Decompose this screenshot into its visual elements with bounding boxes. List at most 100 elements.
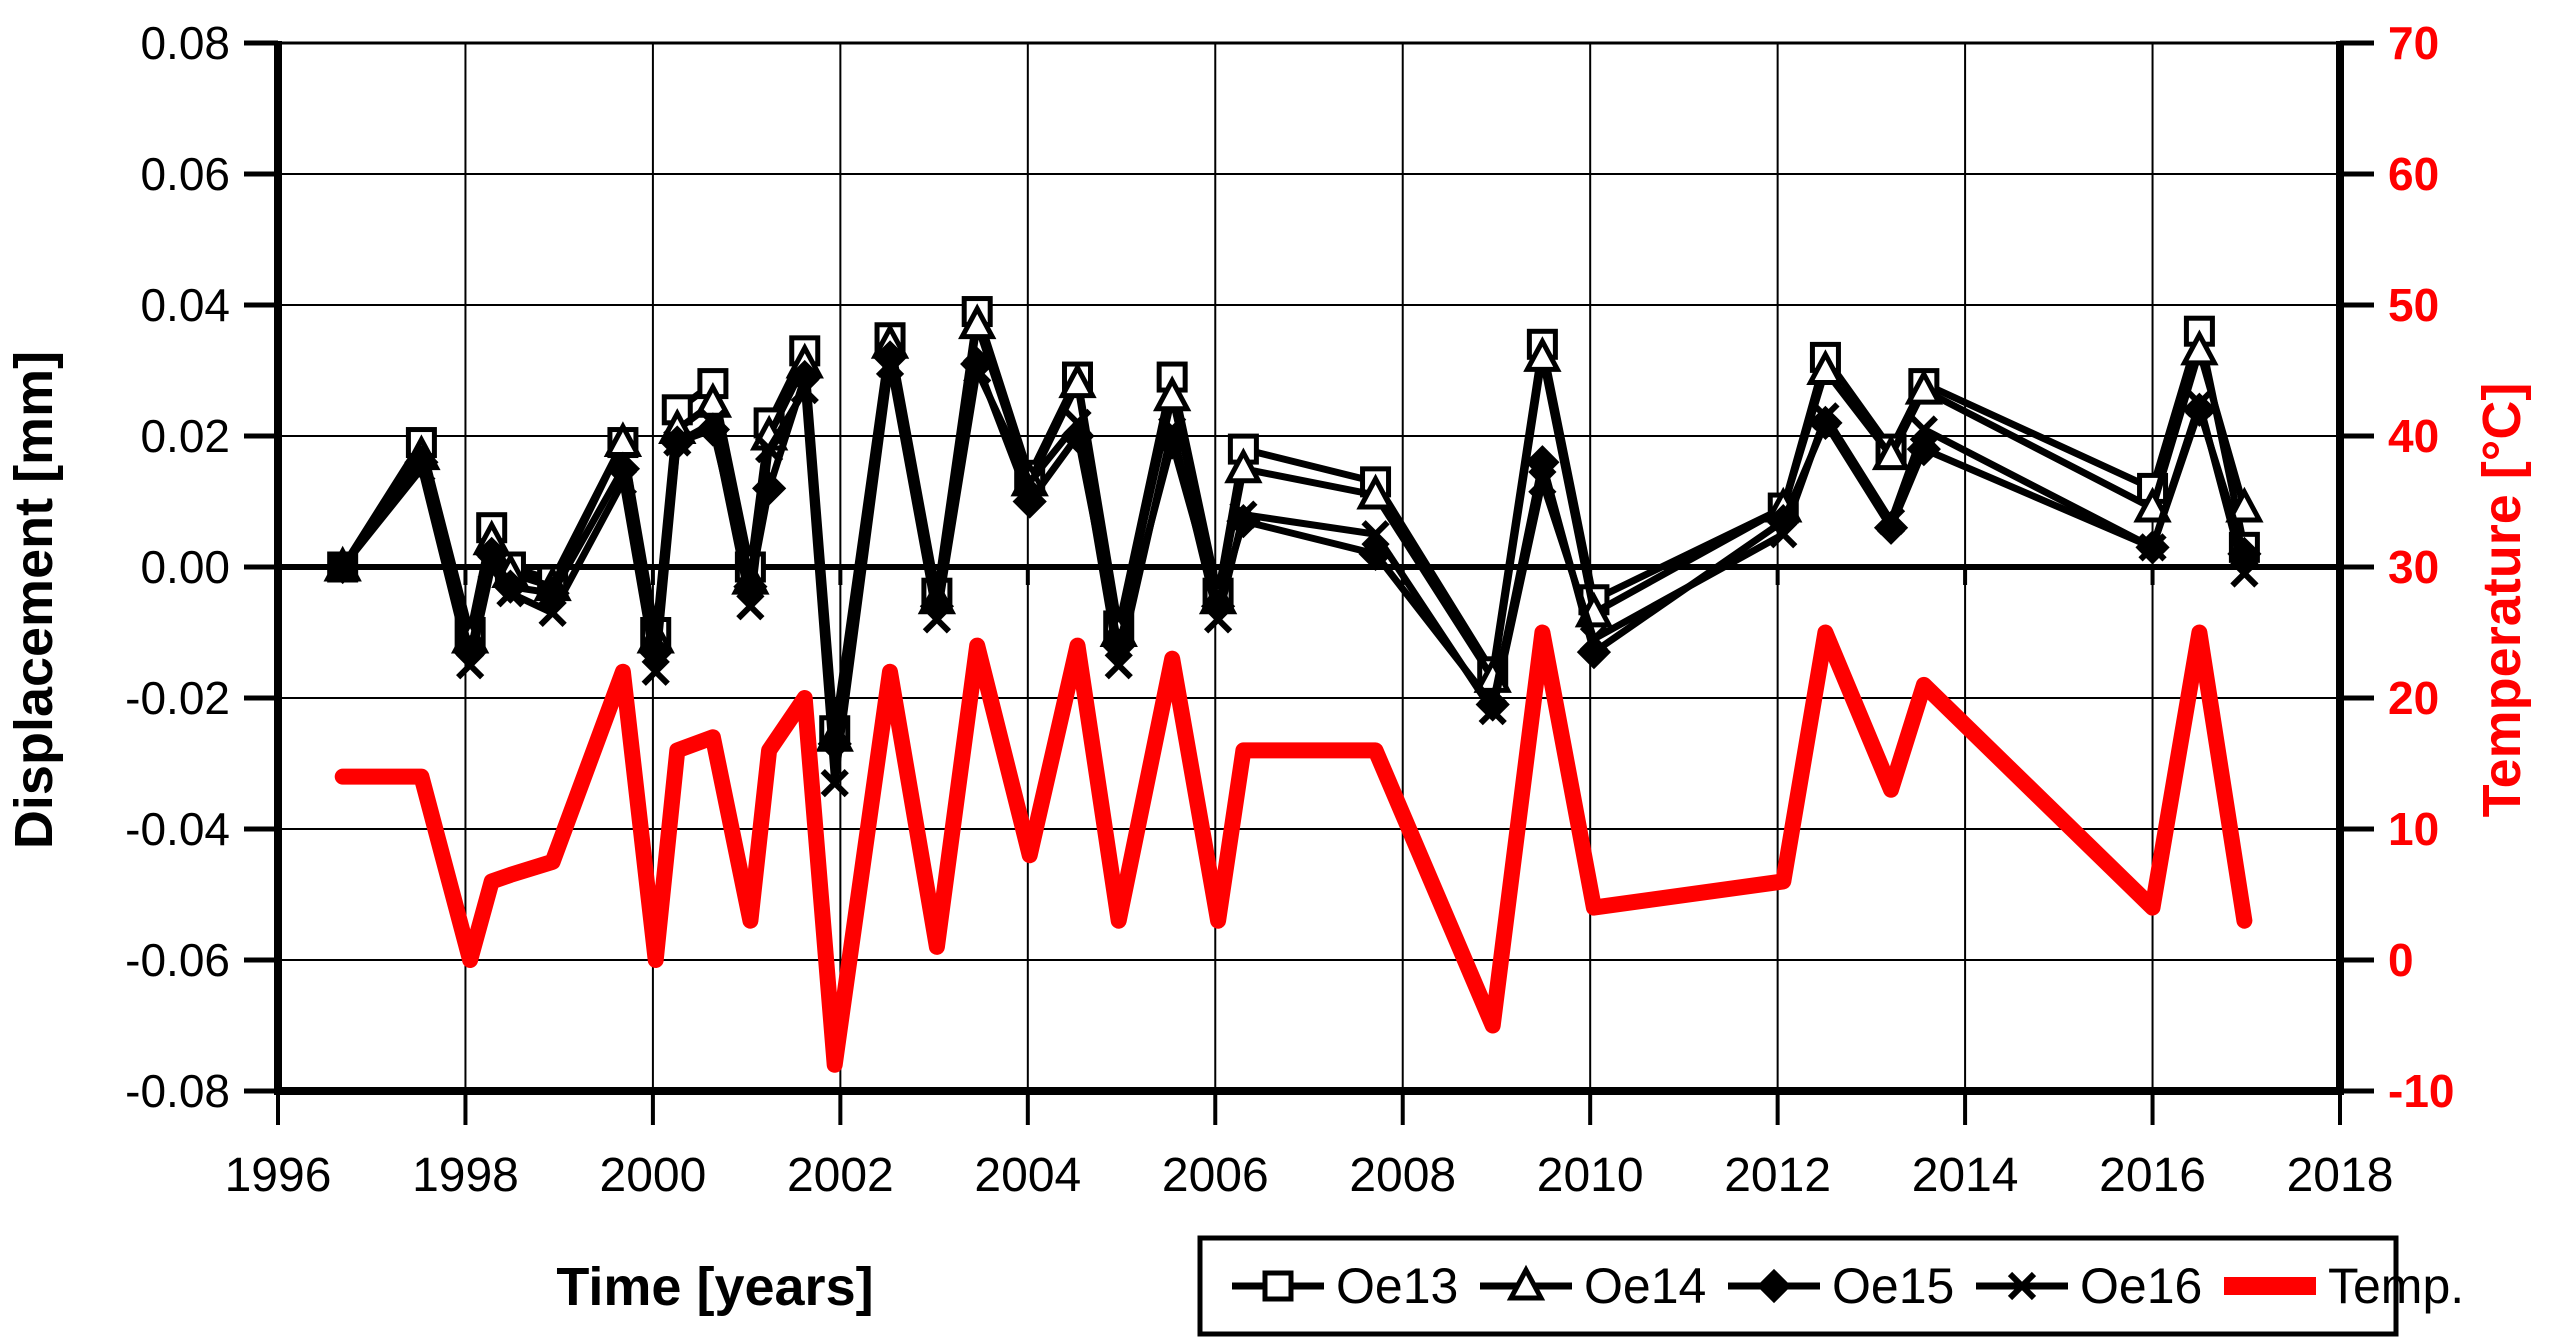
x-marker: [663, 428, 692, 457]
legend-item-Oe14: Oe14: [1480, 1258, 1706, 1314]
x-marker: [2138, 533, 2167, 562]
x-marker: [2230, 559, 2259, 588]
x-tick-label: 2016: [2099, 1149, 2206, 1202]
y-left-tick-label: -0.02: [125, 672, 230, 724]
y-right-tick-label: 70: [2388, 17, 2439, 69]
x-marker: [922, 605, 952, 634]
x-marker: [456, 651, 485, 680]
triangle-marker: [1523, 336, 1562, 372]
x-marker: [1909, 415, 1938, 444]
y-axis-right-title: Temperature [°C]: [2472, 383, 2532, 818]
y-left-tick-label: 0.02: [140, 410, 230, 462]
x-marker: [1158, 415, 1187, 444]
y-axis-left-title: Displacement [mm]: [4, 351, 64, 849]
y-right-tick-label: 20: [2388, 672, 2439, 724]
axis-titles: Displacement [mm] Temperature [°C] Time [y…: [4, 351, 2532, 1317]
x-tick-label: 2012: [1724, 1149, 1831, 1202]
x-marker: [328, 552, 357, 582]
triangle-marker: [958, 303, 997, 340]
zero-axis: [278, 564, 2340, 585]
triangle-marker: [1224, 447, 1263, 484]
x-axis-labels: 1996 1998 2000 2002 2004 2006 2008 2010 2012 2014…: [225, 1149, 2394, 1202]
x-marker: [875, 349, 905, 379]
legend-label: Oe13: [1336, 1258, 1458, 1314]
legend-item-Temp: Temp.: [2224, 1258, 2464, 1314]
x-marker: [963, 356, 992, 385]
diamond-marker: [1906, 431, 1941, 467]
x-marker: [407, 454, 436, 483]
x-marker: [538, 598, 567, 627]
y-left-tick-label: 0.08: [140, 17, 230, 69]
x-marker: [1579, 624, 1609, 654]
legend-label: Oe16: [2080, 1258, 2202, 1314]
x-marker: [1015, 467, 1044, 496]
triangle-marker: [1152, 375, 1192, 412]
legend-item-Oe16: Oe16: [1976, 1258, 2202, 1314]
x-tick-label: 2018: [2287, 1149, 2394, 1202]
tick-marks: [244, 40, 2374, 1125]
legend-label: Oe14: [1584, 1258, 1706, 1314]
x-marker: [641, 657, 670, 686]
x-marker: [2007, 1271, 2037, 1301]
series-line: [339, 321, 2248, 741]
x-marker: [1063, 408, 1092, 438]
y-left-tick-label: -0.08: [125, 1065, 230, 1117]
x-marker: [1811, 402, 1840, 431]
y-right-tick-label: -10: [2388, 1065, 2454, 1117]
x-tick-label: 2004: [974, 1149, 1081, 1202]
diamond-marker: [1012, 484, 1047, 519]
diamond-marker: [1873, 510, 1909, 545]
y-axis-left-labels: 0.08 0.06 0.04 0.02 0.00 -0.02 -0.04 -0.06 -0.08: [125, 17, 230, 1117]
triangle-marker: [2225, 486, 2264, 523]
diamond-marker: [1525, 445, 1560, 480]
x-marker: [608, 467, 638, 496]
y-left-tick-label: -0.04: [125, 803, 230, 855]
legend-item-Oe15: Oe15: [1728, 1258, 1954, 1314]
x-marker: [1769, 520, 1798, 549]
x-marker: [755, 434, 784, 464]
x-marker: [496, 579, 525, 608]
triangle-marker: [1806, 349, 1845, 385]
y-left-tick-label: 0.04: [140, 279, 230, 331]
x-tick-label: 1996: [225, 1149, 332, 1202]
legend-item-Oe13: Oe13: [1232, 1258, 1458, 1314]
x-marker: [736, 592, 765, 621]
x-marker: [1104, 651, 1133, 680]
y-left-tick-label: 0.00: [140, 541, 230, 593]
x-tick-label: 2002: [787, 1149, 894, 1202]
x-marker: [1203, 605, 1233, 634]
y-right-tick-label: 40: [2388, 410, 2439, 462]
square-marker: [1262, 1270, 1294, 1302]
y-right-tick-label: 50: [2388, 279, 2439, 331]
x-tick-label: 2014: [1912, 1149, 2019, 1202]
x-marker: [1361, 520, 1390, 549]
x-marker: [1528, 467, 1557, 496]
series-Oe16: [328, 349, 2259, 798]
x-tick-label: 1998: [412, 1149, 519, 1202]
x-marker: [1478, 696, 1507, 726]
x-tick-label: 2000: [600, 1149, 707, 1202]
legend-label: Oe15: [1832, 1258, 1954, 1314]
y-right-tick-label: 0: [2388, 934, 2414, 986]
series-Temp: [334, 624, 2253, 1073]
y-right-tick-label: 60: [2388, 148, 2439, 200]
x-marker: [820, 769, 849, 798]
x-axis-title: Time [years]: [556, 1257, 873, 1317]
series-line: [339, 360, 2248, 787]
y-axis-right-labels: 70 60 50 40 30 20 10 0 -10: [2388, 17, 2454, 1117]
x-marker: [1229, 500, 1258, 529]
diamond-marker: [1756, 1268, 1792, 1304]
y-right-tick-label: 10: [2388, 803, 2439, 855]
triangle-marker: [1904, 368, 1944, 405]
x-tick-label: 2006: [1162, 1149, 1269, 1202]
triangle-marker: [1356, 473, 1395, 510]
legend: Oe13 Oe14 Oe15 Oe16 Temp.: [1197, 1235, 2464, 1337]
triangle-marker: [2180, 329, 2219, 366]
triangle-marker: [1871, 434, 1911, 471]
x-tick-label: 2008: [1349, 1149, 1456, 1202]
triangle-marker: [1058, 362, 1097, 399]
x-marker: [790, 376, 819, 405]
